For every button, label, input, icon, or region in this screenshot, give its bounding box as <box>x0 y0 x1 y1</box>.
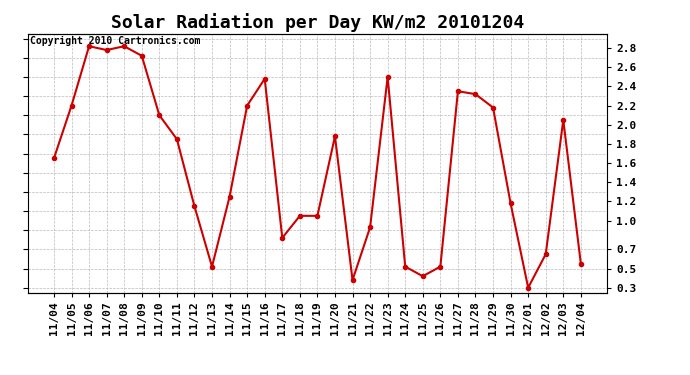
Text: Copyright 2010 Cartronics.com: Copyright 2010 Cartronics.com <box>30 36 201 46</box>
Title: Solar Radiation per Day KW/m2 20101204: Solar Radiation per Day KW/m2 20101204 <box>111 13 524 32</box>
